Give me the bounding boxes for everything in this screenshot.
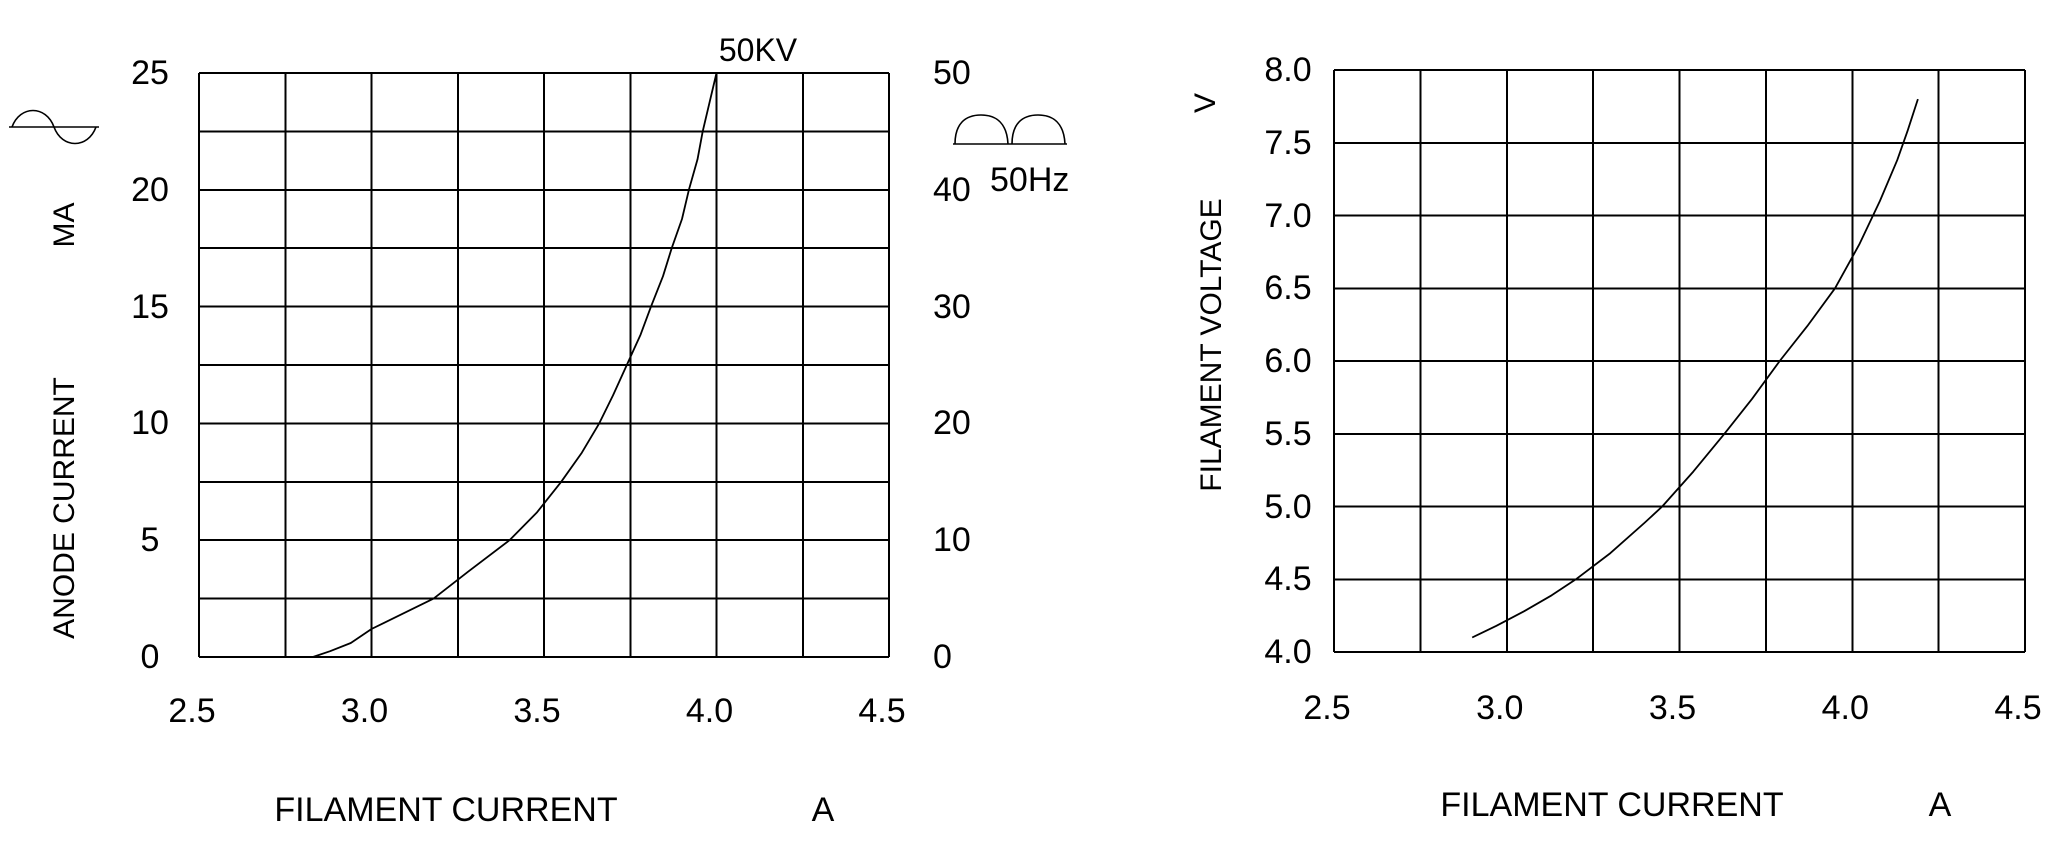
data-curve — [1471, 98, 1919, 639]
y-tick-label: 10 — [131, 404, 169, 443]
y-tick-label: 7.0 — [1264, 196, 1312, 235]
y-tick-label: 25 — [131, 54, 169, 92]
x-tick-label: 4.0 — [685, 692, 734, 730]
x-tick-label: 2.5 — [1303, 689, 1351, 727]
y-tick-label: 5.5 — [1264, 414, 1312, 453]
sine-wave-icon — [8, 104, 100, 150]
left-axis-unit-label: V — [1189, 92, 1222, 114]
y-tick-label: 7.5 — [1264, 123, 1312, 162]
y-tick-label: 20 — [131, 170, 169, 209]
frequency-label: 50Hz — [990, 161, 1070, 199]
x-tick-label: 4.5 — [1994, 689, 2042, 727]
x-tick-label: 3.5 — [513, 692, 561, 730]
x-axis-unit-label: A — [1928, 786, 1952, 824]
y-tick-label: 6.0 — [1264, 342, 1312, 380]
y-tick-label: 15 — [131, 287, 169, 326]
y-tick-label: 4.5 — [1264, 560, 1312, 599]
right-y-tick-label: 0 — [933, 638, 952, 676]
plot-area-svg — [198, 72, 890, 658]
y-tick-label: 6.5 — [1264, 269, 1312, 308]
right-y-tick-label: 20 — [933, 404, 971, 443]
right-y-tick-label: 40 — [933, 170, 971, 209]
right-y-tick-label: 30 — [933, 287, 971, 326]
x-axis-title: FILAMENT CURRENT — [274, 791, 618, 829]
x-tick-label: 4.0 — [1821, 689, 1869, 727]
x-tick-label: 3.0 — [1476, 689, 1524, 727]
plot-area-svg — [1333, 69, 2026, 653]
grid-lines — [1333, 69, 2026, 653]
curve-label-50kv: 50KV — [718, 32, 798, 68]
full-wave-rectified-icon — [952, 112, 1068, 146]
y-tick-label: 0 — [140, 638, 160, 676]
data-curve — [312, 72, 718, 658]
y-tick-label: 8.0 — [1264, 51, 1312, 89]
y-tick-label: 5 — [140, 521, 160, 560]
left-axis-title: FILAMENT VOLTAGE — [1195, 198, 1228, 492]
x-axis-title: FILAMENT CURRENT — [1440, 786, 1784, 824]
x-tick-label: 2.5 — [168, 692, 216, 730]
y-tick-label: 5.0 — [1264, 487, 1312, 526]
y-tick-label: 4.0 — [1264, 633, 1312, 671]
x-axis-unit-label: A — [811, 791, 835, 829]
x-tick-label: 3.5 — [1648, 689, 1697, 727]
x-tick-label: 3.0 — [340, 692, 389, 730]
right-y-tick-label: 10 — [933, 521, 971, 560]
right-y-tick-label: 50 — [933, 54, 971, 92]
x-tick-label: 4.5 — [858, 692, 906, 730]
